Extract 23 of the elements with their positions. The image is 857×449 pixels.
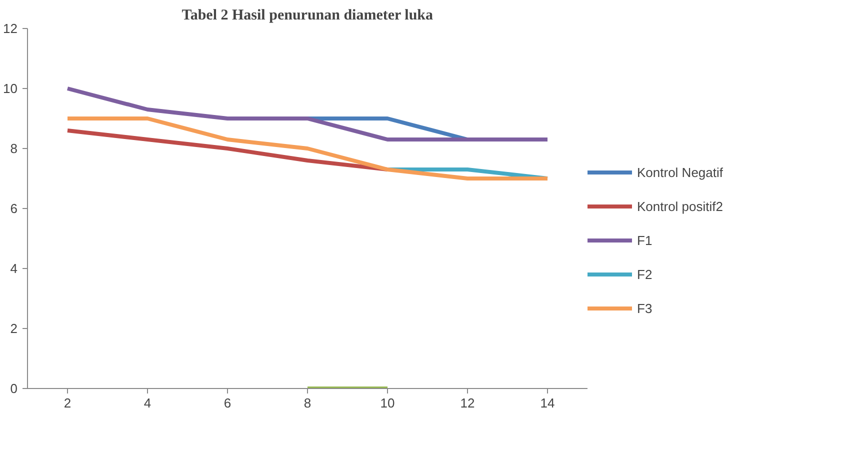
x-tick-label: 12 xyxy=(460,396,475,410)
y-tick-label: 2 xyxy=(10,321,18,336)
x-tick-label: 8 xyxy=(304,396,312,410)
x-tick-label: 6 xyxy=(224,396,232,410)
x-tick-label: 10 xyxy=(380,396,395,410)
chart-title: Tabel 2 Hasil penurunan diameter luka xyxy=(182,8,434,24)
legend-label: F3 xyxy=(637,300,654,316)
line-series xyxy=(66,128,390,172)
legend-label: Kontrol Negatif xyxy=(637,164,723,180)
y-tick-label: 10 xyxy=(3,81,18,96)
legend-label: Kontrol positif2 xyxy=(637,198,723,214)
y-tick-label: 4 xyxy=(10,261,18,276)
y-tick-label: 6 xyxy=(10,201,18,216)
legend-label: F1 xyxy=(637,232,654,248)
line-series xyxy=(66,86,550,142)
y-tick-label: 8 xyxy=(10,141,18,156)
x-tick-label: 14 xyxy=(540,396,555,410)
legend-label: F2 xyxy=(637,266,654,282)
line-series xyxy=(66,116,550,180)
y-tick-label: 12 xyxy=(3,21,18,36)
y-tick-label: 0 xyxy=(10,381,18,396)
x-tick-label: 2 xyxy=(64,396,72,410)
x-tick-label: 4 xyxy=(144,396,152,410)
